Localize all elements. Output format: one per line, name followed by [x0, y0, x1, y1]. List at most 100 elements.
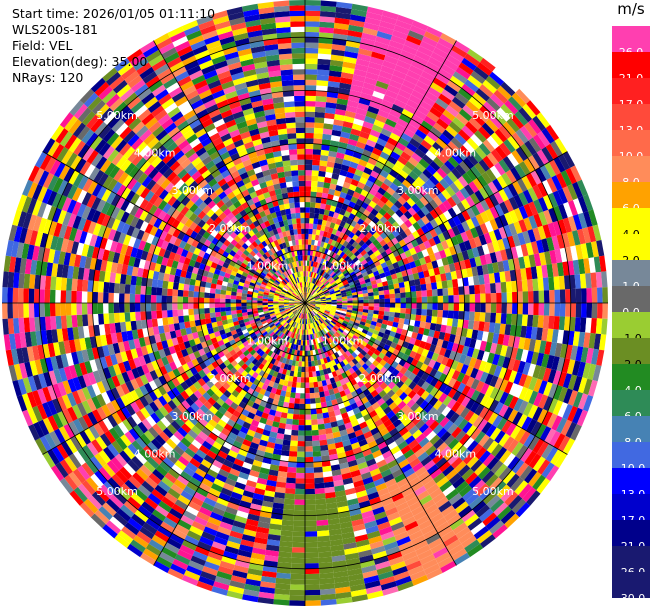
- range-gate: [354, 259, 361, 266]
- range-gate: [392, 69, 407, 80]
- range-gate: [358, 194, 367, 202]
- range-gate: [409, 138, 421, 149]
- range-gate: [352, 265, 359, 272]
- range-gate: [528, 215, 538, 230]
- range-gate: [413, 85, 428, 96]
- range-gate: [305, 382, 310, 389]
- range-gate: [558, 316, 566, 331]
- range-gate: [305, 589, 321, 596]
- range-gate: [530, 266, 538, 280]
- range-gate: [388, 79, 403, 90]
- range-gate: [336, 179, 345, 187]
- range-gate: [313, 387, 320, 393]
- range-gate: [433, 122, 446, 134]
- range-gate: [313, 127, 324, 134]
- range-gate: [335, 261, 341, 268]
- range-gate: [340, 289, 347, 294]
- range-gate: [305, 15, 320, 22]
- range-gate: [436, 242, 444, 252]
- range-gate: [400, 222, 409, 232]
- range-gate: [380, 262, 388, 269]
- range-gate: [395, 174, 406, 184]
- range-gate: [431, 309, 438, 317]
- range-gate: [512, 234, 521, 247]
- range-gate: [350, 196, 359, 204]
- range-gate: [351, 289, 357, 294]
- range-gate: [470, 165, 482, 178]
- range-gate: [315, 299, 321, 302]
- range-gate: [406, 197, 416, 207]
- range-gate: [385, 89, 398, 99]
- range-gate: [328, 70, 342, 78]
- range-gate: [575, 244, 584, 260]
- range-gate: [352, 74, 366, 83]
- range-gate: [416, 105, 430, 116]
- range-gate: [331, 200, 338, 207]
- range-gate: [583, 211, 593, 228]
- range-gate: [317, 251, 322, 258]
- range-gate: [479, 312, 486, 322]
- range-gate: [507, 235, 516, 248]
- range-gate: [410, 291, 417, 298]
- range-gate: [495, 282, 502, 293]
- range-gate: [342, 300, 348, 303]
- range-gate: [455, 66, 471, 80]
- range-gate: [320, 264, 325, 270]
- range-gate: [447, 287, 454, 296]
- range-gate: [400, 308, 406, 314]
- velocity-rays: [2, 0, 608, 606]
- range-gate: [317, 281, 322, 287]
- range-gate: [479, 254, 487, 266]
- range-gate: [588, 257, 596, 273]
- range-gate: [305, 472, 315, 479]
- range-gate: [474, 256, 482, 267]
- range-gate: [331, 173, 340, 180]
- range-gate: [374, 303, 380, 307]
- range-gate: [447, 156, 460, 168]
- range-gate: [368, 306, 374, 311]
- range-gate: [300, 382, 305, 389]
- range-gate: [350, 9, 367, 17]
- range-gate: [332, 284, 339, 289]
- range-gate: [347, 295, 353, 299]
- range-gate: [380, 231, 388, 240]
- range-gate: [316, 525, 329, 532]
- range-gate: [500, 281, 507, 293]
- range-gate: [362, 82, 376, 91]
- range-gate: [294, 494, 305, 500]
- range-gate: [551, 175, 563, 191]
- range-gate: [309, 282, 313, 289]
- range-gate: [415, 236, 424, 246]
- range-gate: [467, 48, 484, 63]
- range-gate: [386, 173, 396, 183]
- range-gate: [472, 113, 486, 127]
- range-gate: [435, 97, 449, 110]
- range-gate: [313, 285, 318, 291]
- range-gate: [295, 483, 305, 490]
- range-gate: [524, 122, 538, 138]
- range-gate: [482, 101, 497, 116]
- range-gate: [310, 398, 316, 404]
- range-gate: [311, 266, 315, 273]
- range-gate: [568, 200, 578, 216]
- range-gate: [352, 297, 359, 301]
- range-gate: [431, 316, 438, 324]
- range-gate: [374, 260, 381, 267]
- range-gate: [305, 563, 319, 569]
- range-gate: [307, 355, 312, 362]
- range-gate: [342, 304, 348, 308]
- range-gate: [375, 114, 388, 124]
- range-gate: [323, 289, 329, 294]
- range-gate: [308, 295, 313, 300]
- range-gate: [317, 418, 325, 425]
- range-gate: [405, 174, 416, 185]
- range-gate: [323, 266, 329, 272]
- range-gate: [329, 183, 337, 190]
- range-gate: [393, 24, 410, 35]
- range-gate: [306, 292, 308, 298]
- range-gate: [411, 253, 420, 262]
- range-gate: [465, 195, 476, 208]
- range-gate: [314, 285, 319, 291]
- range-gate: [320, 225, 326, 232]
- range-gate: [305, 547, 319, 553]
